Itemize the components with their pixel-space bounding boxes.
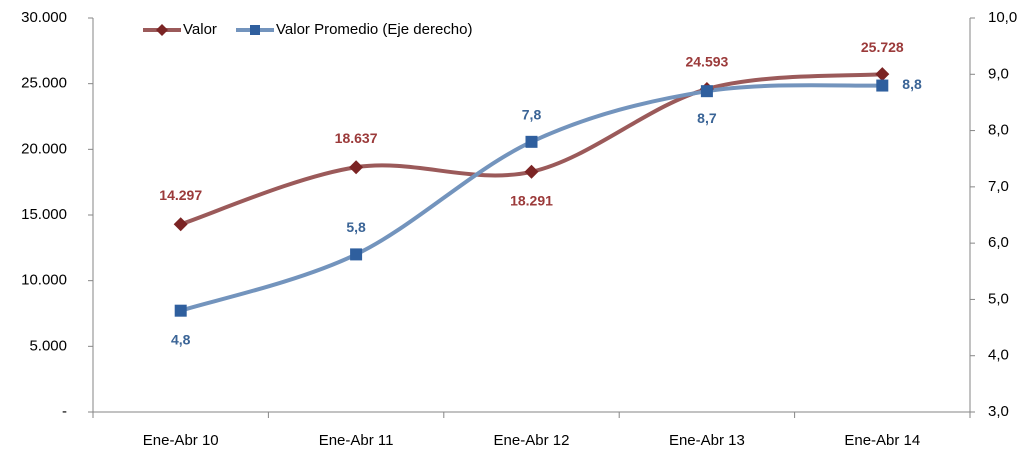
value-label: 5,8 bbox=[346, 219, 366, 235]
value-label: 8,8 bbox=[902, 76, 922, 92]
y-tick-label: 5.000 bbox=[29, 337, 67, 354]
y-tick-label: 30.000 bbox=[21, 9, 67, 26]
y2-tick-label: 8,0 bbox=[988, 122, 1009, 139]
y-tick-label: 25.000 bbox=[21, 75, 67, 92]
legend-label: Valor bbox=[183, 21, 217, 38]
y2-tick-label: 7,0 bbox=[988, 178, 1009, 195]
y2-tick-label: 6,0 bbox=[988, 234, 1009, 251]
legend-marker bbox=[156, 24, 168, 36]
marker bbox=[876, 79, 889, 92]
marker bbox=[350, 248, 363, 261]
marker bbox=[875, 67, 890, 82]
value-label: 24.593 bbox=[685, 54, 728, 70]
y2-tick-label: 9,0 bbox=[988, 65, 1009, 82]
y2-tick-label: 3,0 bbox=[988, 403, 1009, 420]
marker bbox=[174, 304, 187, 317]
y-tick-label: 15.000 bbox=[21, 206, 67, 223]
legend-marker bbox=[250, 25, 260, 35]
value-label: 18.637 bbox=[335, 130, 378, 146]
legend-label: Valor Promedio (Eje derecho) bbox=[276, 21, 472, 38]
y-tick-label: - bbox=[62, 403, 67, 420]
value-label: 4,8 bbox=[171, 331, 191, 347]
x-tick-label: Ene-Abr 14 bbox=[844, 432, 920, 449]
marker bbox=[349, 160, 364, 175]
x-tick-label: Ene-Abr 12 bbox=[494, 432, 570, 449]
x-tick-label: Ene-Abr 11 bbox=[319, 432, 394, 449]
y-tick-label: 20.000 bbox=[21, 140, 67, 157]
value-label: 14.297 bbox=[159, 187, 202, 203]
value-label: 18.291 bbox=[510, 192, 553, 208]
y2-tick-label: 10,0 bbox=[988, 9, 1017, 26]
value-label: 8,7 bbox=[697, 110, 717, 126]
value-label: 7,8 bbox=[522, 107, 542, 123]
value-label: 25.728 bbox=[861, 39, 904, 55]
x-tick-label: Ene-Abr 10 bbox=[143, 432, 219, 449]
y-tick-label: 10.000 bbox=[21, 272, 67, 289]
marker bbox=[173, 217, 188, 232]
marker bbox=[525, 135, 538, 148]
x-tick-label: Ene-Abr 13 bbox=[669, 432, 745, 449]
y2-tick-label: 5,0 bbox=[988, 290, 1009, 307]
y2-tick-label: 4,0 bbox=[988, 347, 1009, 364]
marker bbox=[524, 164, 539, 179]
marker bbox=[700, 85, 713, 98]
